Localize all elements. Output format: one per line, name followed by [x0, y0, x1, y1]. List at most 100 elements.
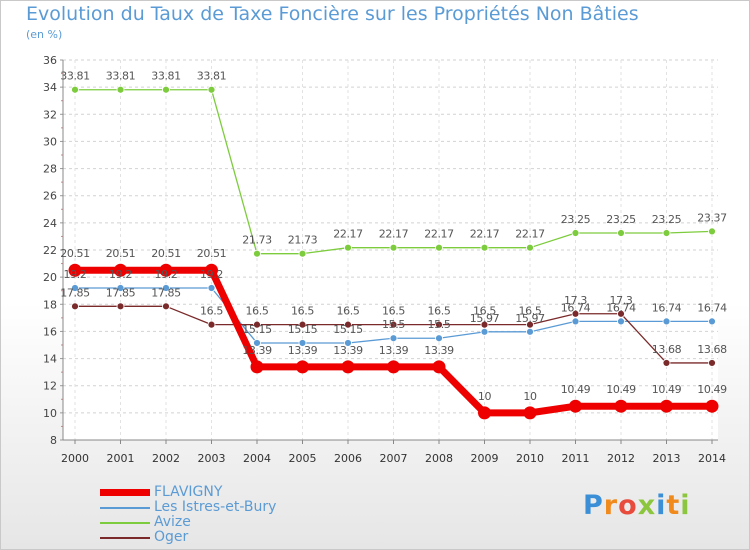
data-point-oger — [116, 302, 125, 311]
data-label-les-istres-et-bury: 19.2 — [155, 268, 178, 281]
data-point-flavigny — [660, 399, 673, 413]
data-point-les-istres-et-bury — [253, 339, 261, 347]
y-tick-label: 16 — [43, 325, 57, 338]
data-label-flavigny: 10 — [523, 390, 537, 403]
data-label-oger: 13.68 — [652, 343, 682, 356]
data-point-flavigny — [432, 360, 446, 374]
chart-subtitle: (en %) — [26, 28, 63, 41]
data-point-oger — [435, 320, 443, 329]
data-point-oger — [389, 320, 398, 329]
data-label-flavigny: 10.49 — [652, 383, 682, 396]
data-point-avize — [708, 227, 716, 236]
legend-item: Avize — [100, 515, 276, 530]
data-point-les-istres-et-bury — [571, 317, 580, 326]
y-tick-label: 20 — [43, 271, 57, 284]
data-point-avize — [207, 85, 216, 94]
y-tick-label: 8 — [50, 434, 57, 447]
y-tick-label: 30 — [43, 135, 57, 148]
data-label-oger: 16.5 — [473, 305, 496, 318]
legend-label: Oger — [154, 529, 189, 545]
x-tick-label: 2008 — [425, 452, 453, 465]
data-label-avize: 21.73 — [288, 234, 318, 247]
data-point-flavigny — [68, 263, 82, 277]
data-point-oger — [571, 309, 580, 318]
x-tick-label: 2011 — [562, 452, 590, 465]
logo-letter: i — [656, 490, 667, 521]
data-label-flavigny: 20.51 — [60, 247, 90, 260]
data-label-avize: 23.25 — [652, 213, 682, 226]
data-point-avize — [617, 229, 625, 237]
data-label-oger: 17.85 — [106, 286, 136, 299]
data-label-avize: 23.25 — [561, 213, 591, 226]
data-label-flavigny: 10.49 — [697, 383, 727, 396]
data-label-oger: 16.5 — [291, 305, 314, 318]
y-tick-label: 10 — [43, 407, 57, 420]
x-tick-label: 2004 — [243, 452, 271, 465]
legend-swatch — [100, 536, 150, 539]
data-label-les-istres-et-bury: 15.5 — [428, 318, 451, 331]
data-point-flavigny — [478, 406, 491, 420]
y-tick-label: 36 — [43, 54, 57, 67]
logo-letter: P — [583, 490, 604, 521]
logo-letter: o — [618, 490, 638, 521]
data-point-oger — [526, 320, 534, 329]
data-point-les-istres-et-bury — [435, 334, 443, 343]
data-label-oger: 16.5 — [428, 305, 451, 318]
data-point-avize — [253, 249, 261, 258]
data-label-les-istres-et-bury: 15.5 — [382, 318, 405, 331]
x-tick-label: 2010 — [516, 452, 544, 465]
data-point-les-istres-et-bury — [116, 284, 125, 292]
data-label-avize: 23.25 — [606, 213, 636, 226]
data-label-flavigny: 20.51 — [197, 247, 227, 260]
data-point-oger — [298, 320, 307, 329]
data-point-avize — [435, 243, 443, 252]
data-point-flavigny — [159, 263, 173, 277]
legend-swatch — [100, 521, 150, 524]
data-label-les-istres-et-bury: 15.15 — [333, 323, 363, 336]
data-label-oger: 16.5 — [382, 305, 405, 318]
data-point-avize — [662, 229, 671, 237]
data-label-les-istres-et-bury: 16.74 — [561, 301, 591, 314]
data-point-avize — [162, 85, 170, 94]
data-point-flavigny — [705, 399, 719, 413]
x-tick-label: 2000 — [61, 452, 89, 465]
data-label-les-istres-et-bury: 19.2 — [200, 268, 223, 281]
data-point-oger — [344, 320, 352, 329]
data-label-flavigny: 10.49 — [561, 383, 591, 396]
data-point-avize — [480, 243, 489, 252]
y-tick-label: 14 — [43, 353, 57, 366]
data-label-les-istres-et-bury: 19.2 — [64, 268, 87, 281]
data-point-oger — [617, 309, 625, 318]
data-point-avize — [571, 229, 580, 237]
data-label-flavigny: 20.51 — [106, 247, 136, 260]
data-point-les-istres-et-bury — [708, 317, 716, 326]
y-tick-label: 26 — [43, 190, 57, 203]
data-point-les-istres-et-bury — [662, 317, 671, 326]
data-point-les-istres-et-bury — [298, 339, 307, 347]
data-label-avize: 33.81 — [151, 70, 181, 83]
data-label-les-istres-et-bury: 16.74 — [697, 301, 727, 314]
data-label-les-istres-et-bury: 15.15 — [242, 323, 272, 336]
legend-label: Avize — [154, 514, 191, 530]
data-point-oger — [207, 320, 216, 329]
data-point-oger — [708, 359, 716, 367]
data-point-les-istres-et-bury — [389, 334, 398, 343]
data-label-avize: 33.81 — [106, 70, 136, 83]
data-point-avize — [116, 85, 125, 94]
x-tick-label: 2001 — [107, 452, 135, 465]
data-point-oger — [253, 320, 261, 329]
y-tick-label: 22 — [43, 244, 57, 257]
data-label-flavigny: 20.51 — [151, 247, 181, 260]
data-label-oger: 16.5 — [337, 305, 360, 318]
x-tick-label: 2002 — [152, 452, 180, 465]
x-tick-label: 2012 — [607, 452, 635, 465]
data-label-flavigny: 13.39 — [242, 344, 272, 357]
data-label-oger: 17.85 — [60, 286, 90, 299]
data-point-flavigny — [205, 263, 218, 277]
data-label-avize: 22.17 — [470, 228, 500, 241]
data-point-les-istres-et-bury — [344, 339, 352, 347]
logo-letter: x — [637, 490, 657, 521]
data-label-oger: 13.68 — [697, 343, 727, 356]
data-point-flavigny — [341, 360, 355, 374]
x-tick-label: 2013 — [653, 452, 681, 465]
